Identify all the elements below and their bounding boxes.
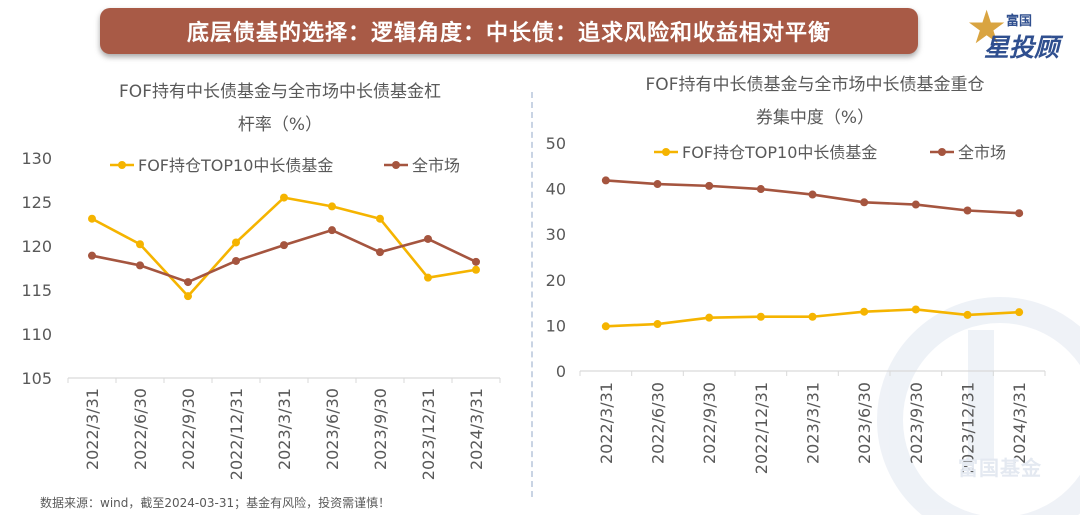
concentration-data-point <box>756 312 765 321</box>
concentration-legend-label: 全市场 <box>958 143 1006 162</box>
concentration-data-point <box>808 312 817 321</box>
concentration-x-tick-label: 2024/3/31 <box>1010 382 1029 464</box>
leverage-x-tick-label: 2024/3/31 <box>467 388 486 470</box>
concentration-x-tick-label: 2023/9/30 <box>907 382 926 464</box>
leverage-y-tick-label: 125 <box>21 193 52 212</box>
leverage-x-tick-label: 2023/6/30 <box>323 388 342 470</box>
leverage-y-tick-label: 110 <box>21 325 52 344</box>
concentration-data-point <box>601 322 610 331</box>
concentration-data-point <box>705 181 714 190</box>
leverage-data-point <box>472 257 480 266</box>
concentration-y-tick-label: 50 <box>546 134 566 153</box>
leverage-data-point <box>136 240 144 249</box>
leverage-legend-swatch-marker <box>118 161 126 169</box>
leverage-y-tick-label: 115 <box>21 281 52 300</box>
leverage-data-point <box>424 234 432 243</box>
leverage-data-point <box>184 292 192 301</box>
leverage-data-point <box>88 251 96 260</box>
brand-logo: ★ 富国 星投顾 <box>966 4 1066 62</box>
leverage-y-tick-label: 105 <box>21 369 52 388</box>
leverage-data-point <box>232 256 240 265</box>
concentration-y-tick-label: 40 <box>546 180 566 199</box>
leverage-data-point <box>280 193 288 202</box>
leverage-data-point <box>376 248 384 257</box>
leverage-x-tick-label: 2023/3/31 <box>275 388 294 470</box>
leverage-data-point <box>328 202 336 211</box>
concentration-title: FOF持有中长债基金与全市场中长债基金重仓 <box>646 75 985 95</box>
leverage-legend-label: FOF持仓TOP10中长债基金 <box>138 156 333 175</box>
concentration-x-tick-label: 2023/12/31 <box>959 382 978 474</box>
concentration-data-point <box>1015 209 1024 218</box>
leverage-legend-label: 全市场 <box>412 156 460 175</box>
concentration-data-point <box>756 185 765 194</box>
concentration-y-tick-label: 20 <box>546 271 566 290</box>
concentration-data-point <box>963 310 972 319</box>
concentration-data-point <box>808 190 817 199</box>
watermark: 富国基金 <box>958 456 1042 480</box>
logo-line1: 富国 <box>1006 14 1033 29</box>
page-title-banner: 底层债基的选择：逻辑角度：中长债：追求风险和收益相对平衡 <box>100 8 918 54</box>
leverage-x-tick-label: 2022/12/31 <box>227 388 246 480</box>
watermark-logo-icon <box>877 297 1080 515</box>
leverage-legend-swatch-marker <box>392 161 400 169</box>
concentration-data-point <box>860 307 869 316</box>
leverage-y-tick-label: 120 <box>21 237 52 256</box>
footnote: 数据来源：wind，截至2024-03-31；基金有风险，投资需谨慎！ <box>40 496 391 510</box>
leverage-y-tick-label: 130 <box>21 149 52 168</box>
concentration-data-point <box>963 206 972 215</box>
leverage-data-point <box>280 241 288 250</box>
concentration-data-point <box>860 198 869 207</box>
concentration-data-point <box>653 320 662 329</box>
leverage-data-point <box>184 278 192 287</box>
leverage-data-point <box>472 265 480 274</box>
leverage-data-point <box>328 226 336 235</box>
concentration-data-point <box>911 200 920 209</box>
star-icon: ★ <box>966 0 1008 54</box>
chart-divider <box>531 92 533 497</box>
concentration-x-tick-label: 2022/6/30 <box>649 382 668 464</box>
leverage-data-point <box>136 261 144 270</box>
leverage-data-point <box>232 238 240 247</box>
leverage-x-tick-label: 2023/12/31 <box>419 388 438 480</box>
concentration-data-point <box>653 180 662 189</box>
concentration-y-tick-label: 30 <box>546 225 566 244</box>
concentration-legend-swatch-marker <box>938 148 946 156</box>
concentration-data-point <box>601 176 610 185</box>
concentration-x-tick-label: 2023/6/30 <box>855 382 874 464</box>
concentration-y-tick-label: 10 <box>546 316 566 335</box>
concentration-data-point <box>705 313 714 322</box>
leverage-x-tick-label: 2023/9/30 <box>371 388 390 470</box>
logo-line2: 星投顾 <box>984 33 1060 62</box>
concentration-data-point <box>911 305 920 314</box>
concentration-data-point <box>1015 308 1024 317</box>
watermark-ring <box>877 297 1080 515</box>
leverage-x-tick-label: 2022/9/30 <box>179 388 198 470</box>
leverage-data-point <box>424 273 432 282</box>
leverage-x-tick-label: 2022/3/31 <box>83 388 102 470</box>
leverage-title-line2: 杆率（%） <box>238 115 322 135</box>
page-title: 底层债基的选择：逻辑角度：中长债：追求风险和收益相对平衡 <box>186 21 831 46</box>
leverage-x-tick-label: 2022/6/30 <box>131 388 150 470</box>
concentration-legend-swatch-marker <box>662 148 670 156</box>
leverage-data-point <box>88 214 96 223</box>
concentration-x-tick-label: 2022/12/31 <box>752 382 771 474</box>
concentration-title-line2: 券集中度（%） <box>756 108 874 128</box>
concentration-legend-label: FOF持仓TOP10中长债基金 <box>682 143 877 162</box>
leverage-data-point <box>376 214 384 223</box>
concentration-y-tick-label: 0 <box>556 362 566 381</box>
leverage-title: FOF持有中长债基金与全市场中长债基金杠 <box>119 82 441 102</box>
watermark-bar <box>968 330 994 460</box>
concentration-x-tick-label: 2022/3/31 <box>597 382 616 464</box>
concentration-x-tick-label: 2023/3/31 <box>804 382 823 464</box>
concentration-x-tick-label: 2022/9/30 <box>700 382 719 464</box>
